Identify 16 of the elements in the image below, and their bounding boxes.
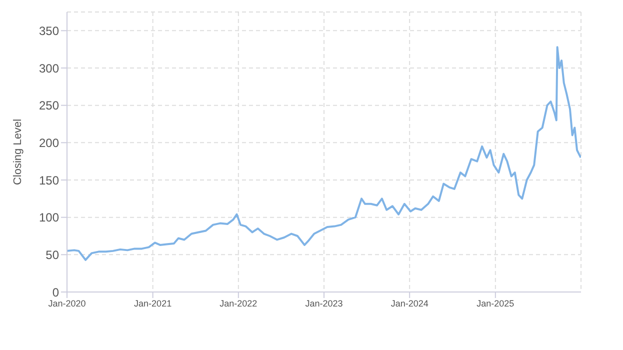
x-tick-label: Jan-2020: [48, 298, 86, 308]
y-tick-label: 200: [38, 136, 60, 150]
x-tick-label: Jan-2024: [390, 298, 428, 308]
x-tick-label: Jan-2025: [476, 298, 514, 308]
y-tick-label: 300: [38, 61, 60, 76]
line-series: [67, 46, 581, 261]
x-tick-label: Jan-2021: [134, 298, 172, 308]
y-tick-label: 250: [38, 98, 60, 113]
y-tick-label: 350: [38, 24, 60, 38]
y-tick-label: 150: [38, 173, 60, 188]
y-tick-label: 0: [52, 285, 60, 300]
x-tick-label: Jan-2023: [305, 298, 343, 308]
y-tick-label: 100: [38, 210, 60, 225]
y-tick-label: 50: [46, 248, 60, 262]
y-axis-title: Closing Level: [12, 118, 24, 186]
x-tick-label: Jan-2022: [220, 298, 258, 308]
